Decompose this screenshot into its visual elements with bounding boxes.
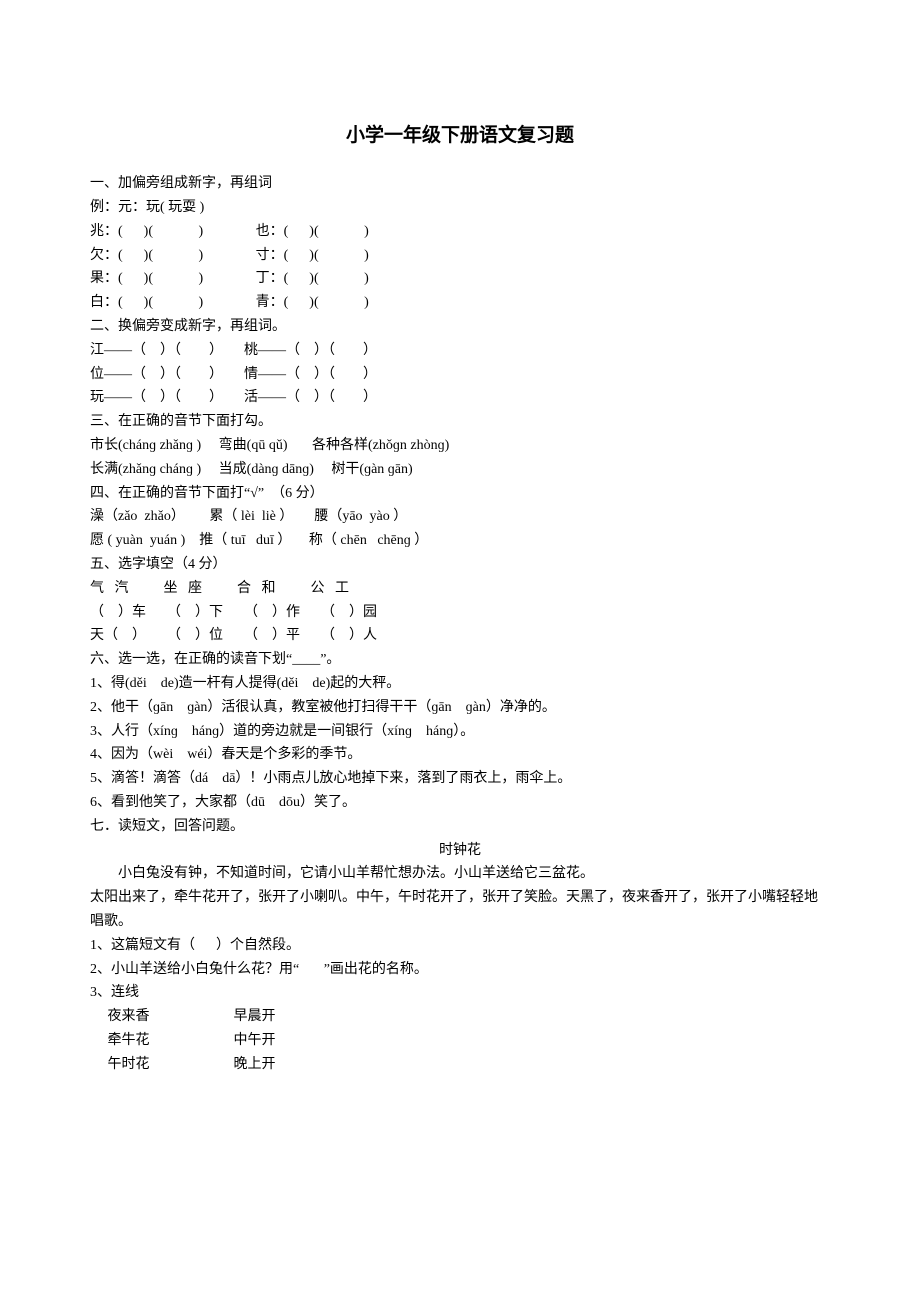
section-3-heading: 三、在正确的音节下面打勾。 bbox=[90, 410, 830, 434]
section-5-row: 气 汽 坐 座 合 和 公 工 bbox=[90, 577, 830, 601]
section-3-row: 市长(chánɡ zhǎnɡ ) 弯曲(qū qǔ) 各种各样(zhǒɡn zh… bbox=[90, 434, 830, 458]
section-6-item: 3、人行（xínɡ hánɡ）道的旁边就是一间银行（xínɡ hánɡ）。 bbox=[90, 720, 830, 744]
section-7-question: 1、这篇短文有（ ）个自然段。 bbox=[90, 934, 830, 958]
section-5-row: 天（ ） （ ）位 （ ）平 （ ）人 bbox=[90, 624, 830, 648]
document-title: 小学一年级下册语文复习题 bbox=[90, 120, 830, 152]
section-6-item: 4、因为（wèi wéi）春天是个多彩的季节。 bbox=[90, 743, 830, 767]
section-2-row: 江——（ ）（ ） 桃——（ ）（ ） bbox=[90, 339, 830, 363]
section-6-item: 5、滴答！滴答（dá dā）！小雨点儿放心地掉下来，落到了雨衣上，雨伞上。 bbox=[90, 767, 830, 791]
section-1-heading: 一、加偏旁组成新字，再组词 bbox=[90, 172, 830, 196]
story-title: 时钟花 bbox=[90, 839, 830, 863]
section-7-match-row: 夜来香 早晨开 bbox=[90, 1005, 830, 1029]
section-4-row: 愿 ( yuàn yuán ) 推（ tuī duī ） 称（ chēn chē… bbox=[90, 529, 830, 553]
section-2-heading: 二、换偏旁变成新字，再组词。 bbox=[90, 315, 830, 339]
section-7-question: 3、连线 bbox=[90, 981, 830, 1005]
story-paragraph: 小白兔没有钟，不知道时间，它请小山羊帮忙想办法。小山羊送给它三盆花。 bbox=[90, 862, 830, 886]
section-5-row: （ ）车 （ ）下 （ ）作 （ ）园 bbox=[90, 601, 830, 625]
section-1-row: 果：( )( ) 丁：( )( ) bbox=[90, 267, 830, 291]
section-1-row: 白：( )( ) 青：( )( ) bbox=[90, 291, 830, 315]
section-6-item: 6、看到他笑了，大家都（dū dōu）笑了。 bbox=[90, 791, 830, 815]
section-1-example: 例：元：玩( 玩耍 ) bbox=[90, 196, 830, 220]
story-paragraph: 太阳出来了，牵牛花开了，张开了小喇叭。中午，午时花开了，张开了笑脸。天黑了，夜来… bbox=[90, 886, 830, 934]
section-6-item: 1、得(děi de)造一杆有人提得(děi de)起的大秤。 bbox=[90, 672, 830, 696]
section-4-heading: 四、在正确的音节下面打“√” （6 分） bbox=[90, 482, 830, 506]
section-7-match-row: 牵牛花 中午开 bbox=[90, 1029, 830, 1053]
section-6-item: 2、他干（ɡān ɡàn）活很认真，教室被他打扫得干干（ɡān ɡàn）净净的。 bbox=[90, 696, 830, 720]
section-6-heading: 六、选一选，在正确的读音下划“____”。 bbox=[90, 648, 830, 672]
section-1-row: 欠：( )( ) 寸：( )( ) bbox=[90, 244, 830, 268]
section-2-row: 位——（ ）（ ） 情——（ ）（ ） bbox=[90, 363, 830, 387]
section-5-heading: 五、选字填空（4 分） bbox=[90, 553, 830, 577]
section-7-heading: 七．读短文，回答问题。 bbox=[90, 815, 830, 839]
section-7-question: 2、小山羊送给小白兔什么花？用“ ”画出花的名称。 bbox=[90, 958, 830, 982]
section-1-row: 兆：( )( ) 也：( )( ) bbox=[90, 220, 830, 244]
section-7-match-row: 午时花 晚上开 bbox=[90, 1053, 830, 1077]
section-3-row: 长满(zhǎnɡ chánɡ ) 当成(dànɡ dānɡ) 树干(ɡàn ɡā… bbox=[90, 458, 830, 482]
section-4-row: 澡（zǎo zhǎo） 累（ lèi liè ） 腰（yāo yào ） bbox=[90, 505, 830, 529]
section-2-row: 玩——（ ）（ ） 活——（ ）（ ） bbox=[90, 386, 830, 410]
